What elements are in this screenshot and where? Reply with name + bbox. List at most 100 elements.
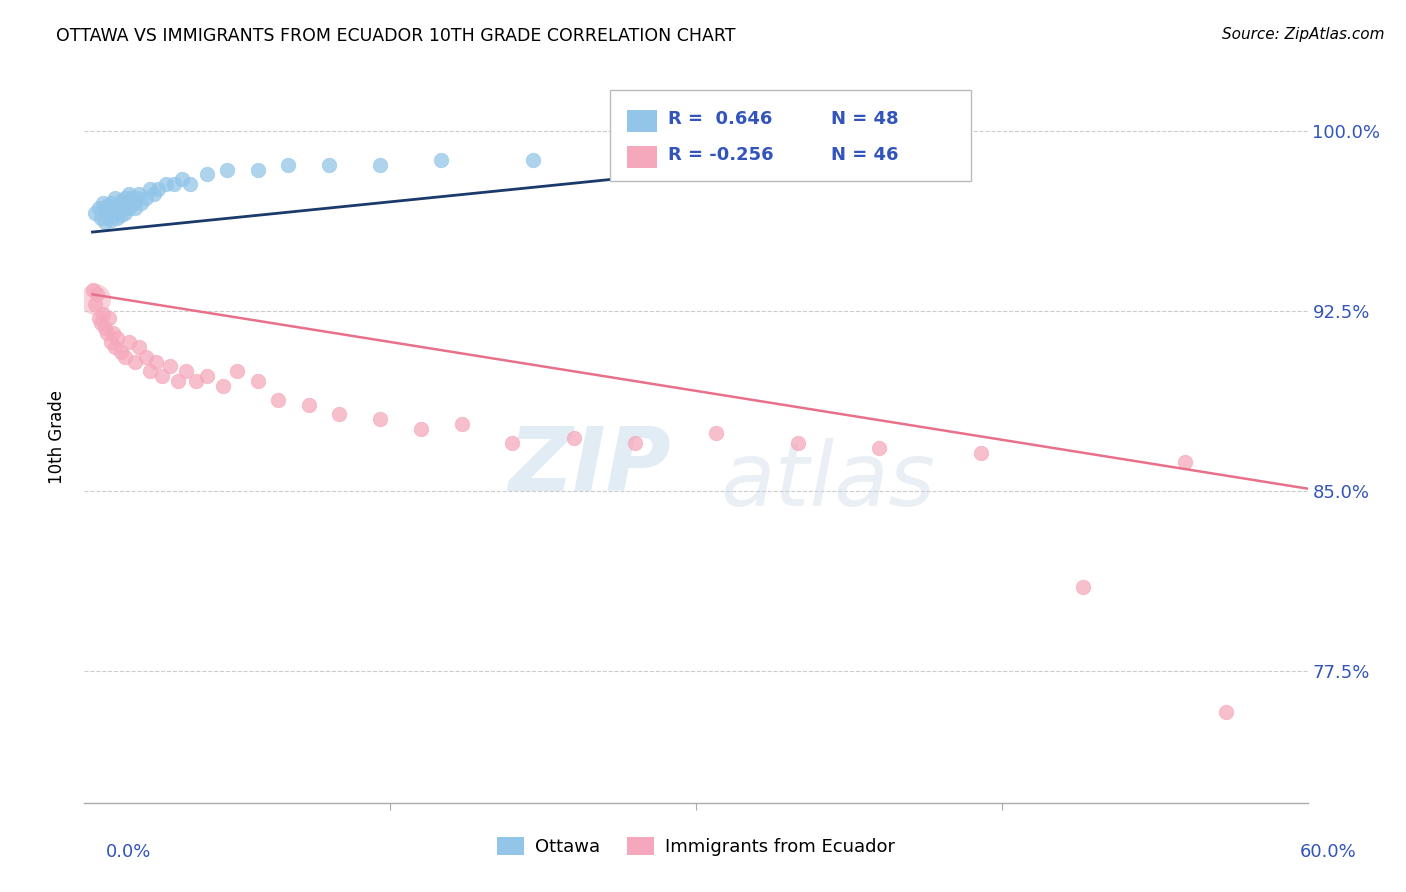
Text: N = 48: N = 48 (831, 110, 898, 128)
Point (93, 215, 115, 229)
Point (328, 407, 350, 421)
Point (118, 186, 141, 201)
Point (128, 340, 150, 354)
Text: R = -0.256: R = -0.256 (668, 145, 773, 164)
Point (179, 177, 201, 191)
Point (368, 158, 391, 172)
Point (86, 287, 108, 301)
Point (105, 330, 128, 344)
Text: 60.0%: 60.0% (1301, 843, 1357, 861)
FancyBboxPatch shape (610, 90, 972, 181)
Point (100, 213, 122, 227)
Point (87, 311, 110, 326)
Point (110, 208, 132, 222)
Point (96, 326, 118, 340)
Text: OTTAWA VS IMMIGRANTS FROM ECUADOR 10TH GRADE CORRELATION CHART: OTTAWA VS IMMIGRANTS FROM ECUADOR 10TH G… (56, 27, 735, 45)
Point (267, 392, 290, 407)
Text: Source: ZipAtlas.com: Source: ZipAtlas.com (1222, 27, 1385, 42)
Point (114, 350, 136, 364)
Legend: Ottawa, Immigrants from Ecuador: Ottawa, Immigrants from Ecuador (489, 830, 903, 863)
Point (138, 182, 160, 196)
Point (104, 340, 127, 354)
FancyBboxPatch shape (627, 146, 657, 168)
Point (90, 316, 112, 330)
Point (127, 191, 149, 205)
Point (502, 436, 524, 450)
Point (838, 148, 860, 162)
Point (124, 354, 146, 368)
Point (93, 321, 115, 335)
Point (124, 201, 146, 215)
Point (624, 436, 647, 450)
Point (145, 354, 167, 368)
Point (105, 199, 128, 213)
Point (93, 203, 115, 218)
Point (101, 326, 124, 340)
Point (1215, 705, 1237, 719)
Point (186, 374, 208, 388)
Point (135, 350, 157, 364)
Point (368, 412, 391, 426)
Point (787, 436, 810, 450)
Point (91, 307, 114, 321)
Point (101, 201, 124, 215)
Point (1174, 455, 1197, 469)
Point (110, 194, 132, 208)
Point (118, 335, 141, 350)
Point (115, 196, 138, 211)
Text: 0.0%: 0.0% (105, 843, 150, 861)
Point (142, 186, 165, 201)
Point (298, 398, 321, 412)
Point (91, 196, 114, 211)
Point (1073, 580, 1095, 594)
Point (104, 191, 127, 205)
Point (118, 201, 141, 215)
Point (138, 364, 160, 378)
Text: ZIP: ZIP (509, 423, 672, 510)
Point (174, 364, 197, 378)
Point (217, 162, 239, 177)
Point (167, 374, 190, 388)
Point (128, 186, 150, 201)
Point (277, 158, 299, 172)
Point (108, 203, 131, 218)
Y-axis label: 10th Grade: 10th Grade (48, 390, 66, 484)
Point (97, 311, 120, 326)
Point (150, 368, 173, 383)
Text: N = 46: N = 46 (831, 145, 898, 164)
Point (163, 177, 186, 191)
Point (104, 206, 127, 220)
Point (195, 368, 218, 383)
Point (112, 201, 135, 215)
Point (82, 283, 104, 297)
Point (562, 431, 585, 445)
Point (114, 191, 136, 205)
Point (869, 441, 891, 455)
Point (87, 201, 110, 215)
Point (83, 297, 105, 311)
Point (131, 196, 153, 211)
Point (155, 177, 177, 191)
Point (246, 162, 269, 177)
Point (246, 374, 269, 388)
Point (83, 292, 105, 306)
Point (96, 199, 118, 213)
Point (120, 191, 142, 205)
Point (409, 422, 432, 436)
Point (122, 196, 145, 211)
Point (110, 345, 132, 359)
Point (226, 364, 249, 378)
Point (90, 211, 112, 225)
Point (100, 335, 122, 350)
Point (83, 206, 105, 220)
Point (159, 359, 181, 374)
Point (706, 426, 728, 441)
Point (114, 206, 136, 220)
Point (970, 445, 993, 459)
Point (212, 378, 235, 392)
Point (146, 182, 169, 196)
Point (450, 417, 472, 431)
Point (522, 153, 544, 167)
Text: atlas: atlas (720, 438, 935, 524)
FancyBboxPatch shape (627, 110, 657, 132)
